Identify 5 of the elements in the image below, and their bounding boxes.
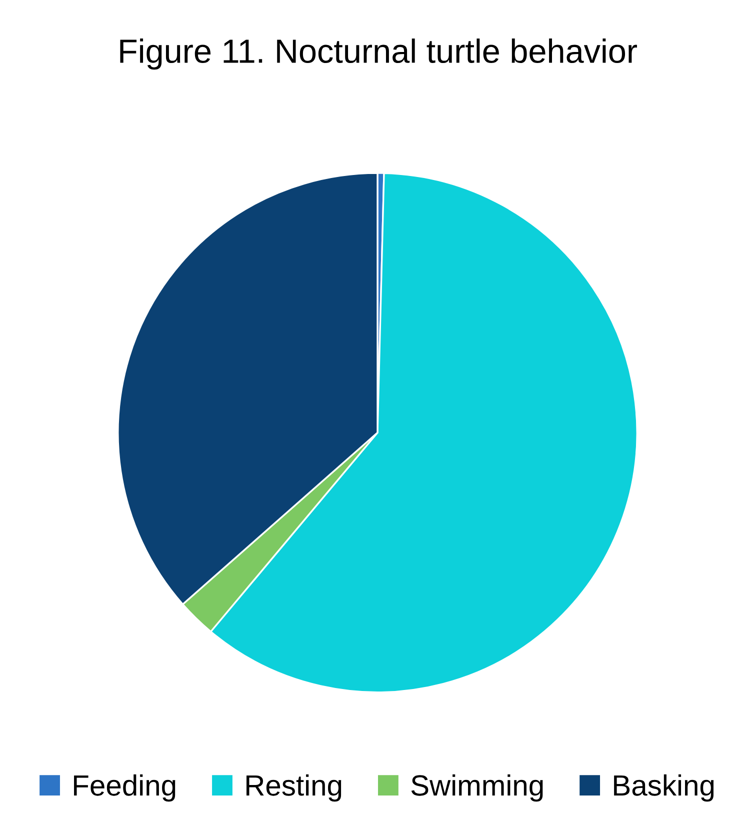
legend-label: Swimming [411, 774, 543, 802]
legend-label: Feeding [74, 774, 176, 802]
legend-label: Basking [614, 774, 714, 802]
legend-label: Resting [246, 774, 342, 802]
chart-title: Figure 11. Nocturnal turtle behavior [120, 38, 637, 70]
